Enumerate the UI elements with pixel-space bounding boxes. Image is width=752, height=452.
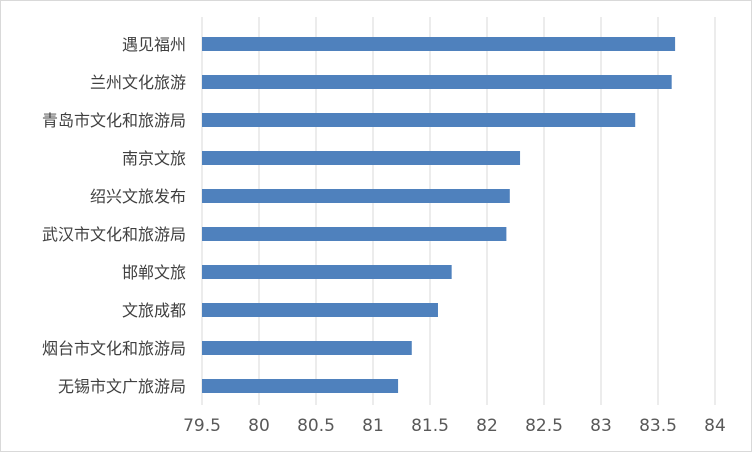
category-label: 无锡市文广旅游局 — [58, 377, 186, 396]
category-label: 青岛市文化和旅游局 — [42, 111, 186, 130]
category-label: 南京文旅 — [122, 149, 186, 168]
x-tick-label: 83 — [590, 416, 612, 436]
bar-1 — [202, 75, 672, 89]
category-label: 文旅成都 — [122, 301, 186, 320]
x-tick-label: 81.5 — [411, 416, 449, 436]
category-label: 武汉市文化和旅游局 — [42, 225, 186, 244]
x-tick-label: 80.5 — [297, 416, 335, 436]
x-tick-label: 81 — [362, 416, 384, 436]
category-label: 兰州文化旅游 — [90, 73, 186, 92]
x-tick-label: 82.5 — [525, 416, 563, 436]
bar-2 — [202, 113, 636, 127]
x-tick-label: 82 — [476, 416, 498, 436]
bar-0 — [202, 37, 676, 51]
bar-7 — [202, 303, 438, 317]
category-label: 遇见福州 — [122, 35, 186, 54]
bar-6 — [202, 265, 452, 279]
x-tick-labels: 79.5 80 80.5 81 81.5 82 82.5 83 83.5 84 — [183, 416, 726, 436]
bar-8 — [202, 341, 412, 355]
x-tick-label: 79.5 — [183, 416, 221, 436]
x-tick-label: 80 — [248, 416, 270, 436]
x-tick-label: 84 — [704, 416, 726, 436]
category-labels: 遇见福州兰州文化旅游青岛市文化和旅游局南京文旅绍兴文旅发布武汉市文化和旅游局邯郸… — [42, 35, 186, 396]
x-tick-label: 83.5 — [639, 416, 677, 436]
bar-5 — [202, 227, 507, 241]
bars — [202, 37, 676, 393]
category-label: 烟台市文化和旅游局 — [42, 339, 186, 358]
category-label: 绍兴文旅发布 — [90, 187, 186, 206]
category-label: 邯郸文旅 — [122, 263, 186, 282]
bar-3 — [202, 151, 521, 165]
bar-4 — [202, 189, 510, 203]
bar-9 — [202, 379, 399, 393]
